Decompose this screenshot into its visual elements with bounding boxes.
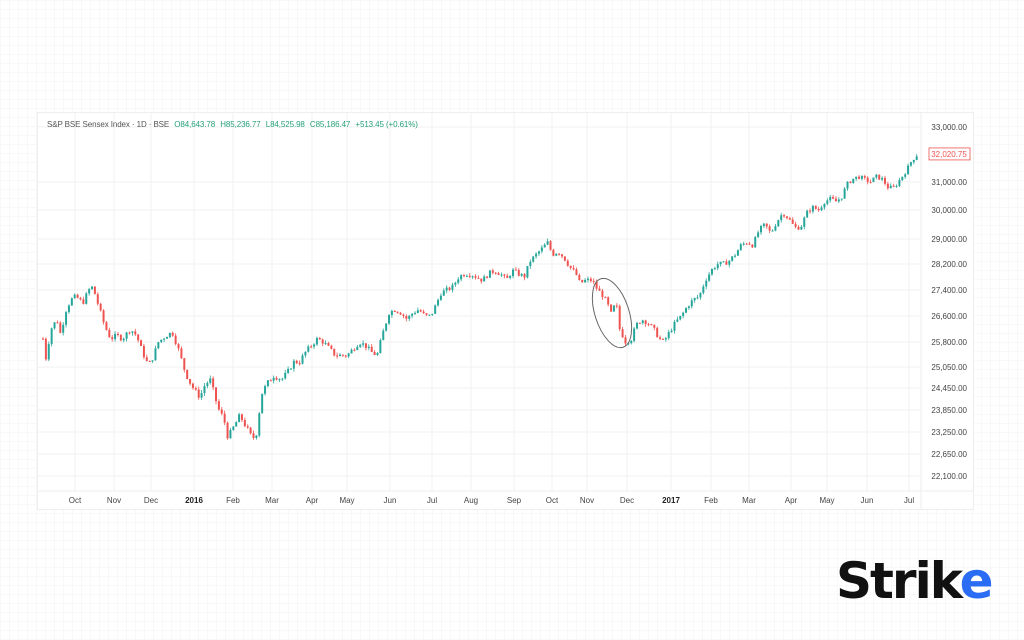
x-axis-label: Nov bbox=[580, 496, 594, 505]
x-axis-label: 2017 bbox=[662, 496, 680, 505]
x-axis-label: Nov bbox=[107, 496, 121, 505]
chart-legend: S&P BSE Sensex Index · 1D · BSE O84,643.… bbox=[47, 120, 421, 129]
x-axis-label: Jun bbox=[384, 496, 397, 505]
y-axis-label: 28,200.00 bbox=[931, 260, 967, 269]
symbol-label: S&P BSE Sensex Index · 1D · BSE bbox=[47, 120, 170, 129]
y-axis-label: 25,050.00 bbox=[931, 363, 967, 372]
y-axis-label: 23,850.00 bbox=[931, 406, 967, 415]
change-value: +513.45 (+0.61%) bbox=[355, 120, 418, 129]
x-axis-label: Aug bbox=[464, 496, 478, 505]
strike-logo: Strike bbox=[836, 556, 994, 606]
y-axis-label: 27,400.00 bbox=[931, 286, 967, 295]
x-axis-label: Oct bbox=[69, 496, 82, 505]
chart-panel[interactable]: 33,000.00 31,000.00 30,000.00 29,000.00 28,2… bbox=[37, 112, 974, 510]
close-value: C85,186.47 bbox=[309, 120, 351, 129]
y-axis-label: 23,250.00 bbox=[931, 428, 967, 437]
x-axis-label: Apr bbox=[306, 496, 319, 505]
x-axis-label: Feb bbox=[704, 496, 718, 505]
logo-text: Stri bbox=[836, 552, 932, 610]
grid-lines bbox=[38, 113, 921, 491]
x-axis-label: Jun bbox=[861, 496, 874, 505]
y-axis-label: 22,100.00 bbox=[931, 472, 967, 481]
y-axis-label: 29,000.00 bbox=[931, 235, 967, 244]
x-axis-label: May bbox=[339, 496, 354, 505]
x-axis-label: Jul bbox=[427, 496, 437, 505]
y-axis-label: 22,650.00 bbox=[931, 450, 967, 459]
y-axis-label: 30,000.00 bbox=[931, 206, 967, 215]
x-axis-label: Feb bbox=[226, 496, 240, 505]
y-axis-label: 31,000.00 bbox=[931, 178, 967, 187]
candlestick-chart[interactable]: 33,000.00 31,000.00 30,000.00 29,000.00 28,2… bbox=[38, 113, 973, 509]
x-axis-label: Sep bbox=[507, 496, 522, 505]
low-value: L84,525.98 bbox=[265, 120, 305, 129]
x-axis-label: Mar bbox=[742, 496, 756, 505]
high-value: H85,236.77 bbox=[220, 120, 261, 129]
y-axis-label: 25,800.00 bbox=[931, 338, 967, 347]
x-axis-label: Apr bbox=[785, 496, 798, 505]
y-axis-label: 33,000.00 bbox=[931, 123, 967, 132]
x-axis-label: 2016 bbox=[185, 496, 203, 505]
annotation-ellipse bbox=[591, 277, 633, 349]
last-price-label: 32,020.75 bbox=[931, 150, 967, 159]
x-axis-label: May bbox=[819, 496, 834, 505]
x-axis-label: Dec bbox=[620, 496, 634, 505]
candles bbox=[42, 154, 918, 440]
x-axis-label: Oct bbox=[546, 496, 559, 505]
x-axis-label: Mar bbox=[265, 496, 279, 505]
logo-k: k bbox=[929, 552, 962, 610]
y-axis-label: 24,450.00 bbox=[931, 384, 967, 393]
y-axis-label: 26,600.00 bbox=[931, 312, 967, 321]
x-axis-label: Jul bbox=[904, 496, 914, 505]
open-value: O84,643.78 bbox=[174, 120, 216, 129]
last-price-badge bbox=[928, 147, 971, 161]
x-axis-label: Dec bbox=[144, 496, 158, 505]
logo-e-accent: e bbox=[959, 552, 994, 610]
